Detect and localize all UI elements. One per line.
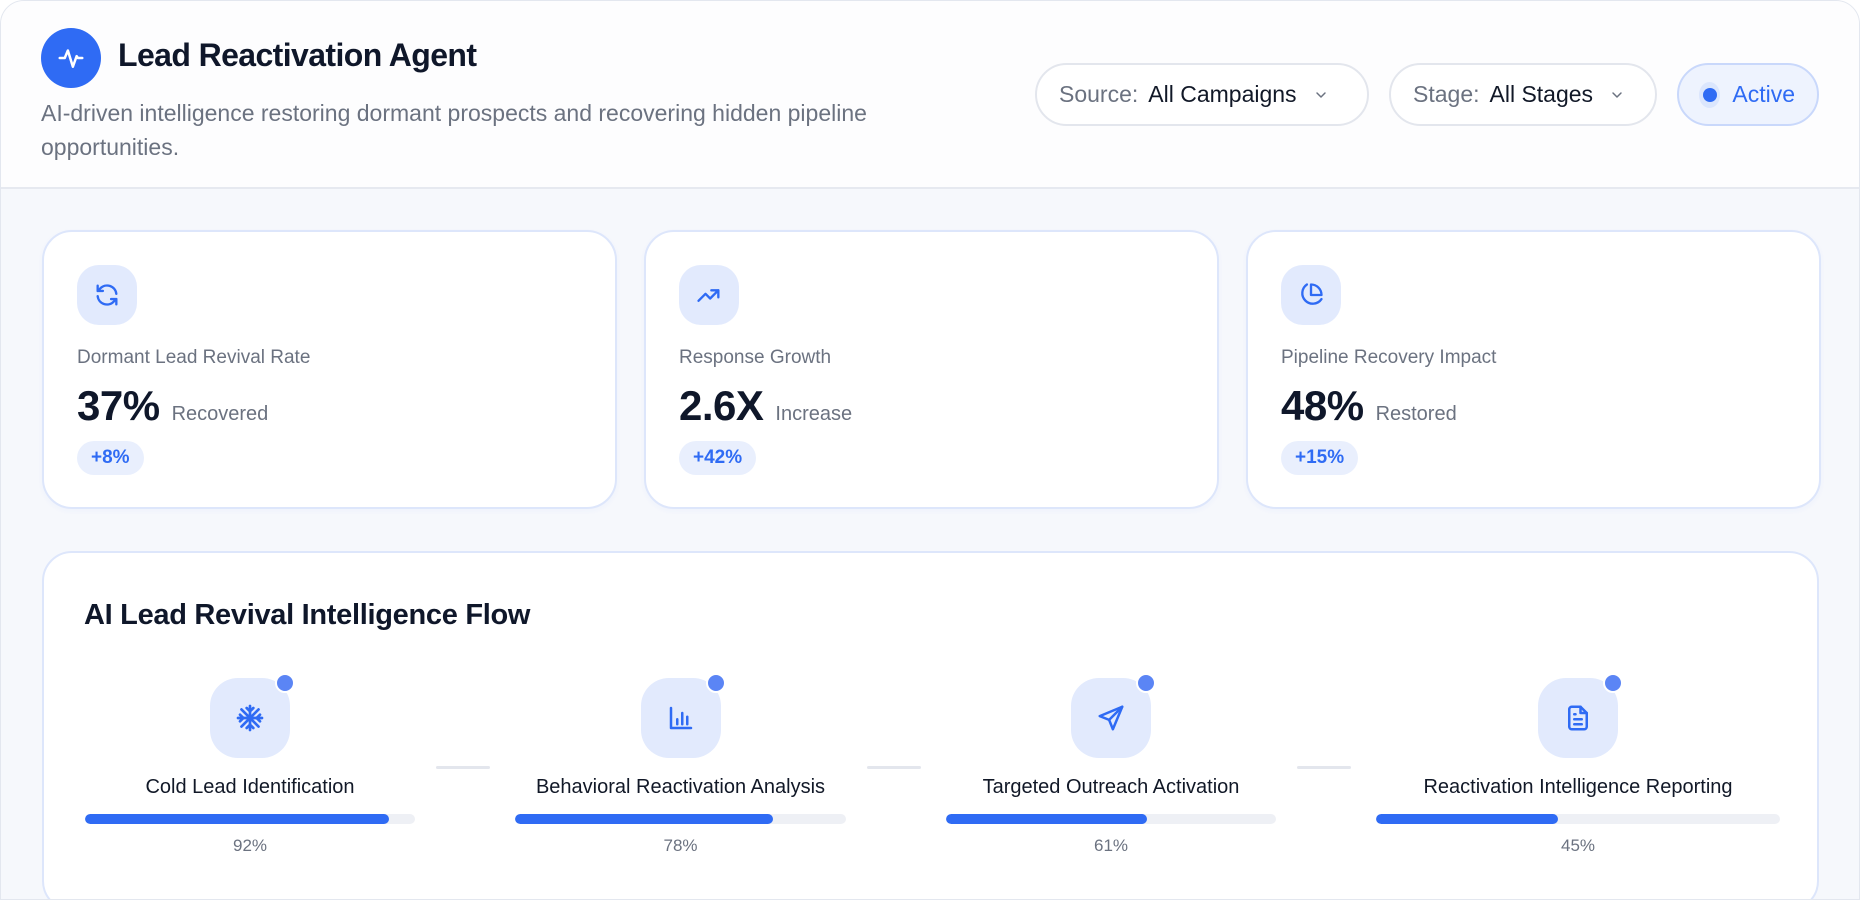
step-progress-value: 92% xyxy=(232,836,268,855)
trending-up-icon xyxy=(679,265,739,325)
stat-unit: Restored xyxy=(1375,403,1457,425)
chevron-down-icon xyxy=(1313,87,1329,103)
step-progress-value: 45% xyxy=(1560,836,1596,855)
stat-unit: Recovered xyxy=(171,403,269,425)
step-status-dot xyxy=(1603,673,1623,693)
status-dot-icon xyxy=(1699,81,1721,108)
flow-connector xyxy=(1276,678,1376,769)
step-progress-bar xyxy=(1376,814,1780,824)
stat-label: Pipeline Recovery Impact xyxy=(1281,347,1497,368)
source-filter-dropdown[interactable]: Source: All Campaigns xyxy=(1035,63,1369,126)
stage-filter-label: Stage: xyxy=(1413,81,1480,107)
flow-step-behavioral-analysis[interactable]: Behavioral Reactivation Analysis 78% xyxy=(515,673,846,856)
stat-value-row: 48% Restored xyxy=(1281,382,1457,430)
active-status-toggle[interactable]: Active xyxy=(1677,63,1819,126)
bar-chart-icon xyxy=(640,673,726,758)
step-status-dot xyxy=(275,673,295,693)
step-label: Behavioral Reactivation Analysis xyxy=(535,776,826,798)
stage-filter-dropdown[interactable]: Stage: All Stages xyxy=(1389,63,1657,126)
flow-step-intelligence-reporting[interactable]: Reactivation Intelligence Reporting 45% xyxy=(1376,673,1780,856)
stat-unit: Increase xyxy=(775,403,853,425)
step-label: Targeted Outreach Activation xyxy=(982,776,1240,798)
snowflake-icon xyxy=(210,673,295,758)
step-label: Reactivation Intelligence Reporting xyxy=(1423,776,1733,798)
stat-value: 2.6X xyxy=(679,382,764,429)
filter-bar: Source: All Campaigns Stage: All Stages … xyxy=(1035,63,1819,126)
source-filter-label: Source: xyxy=(1059,81,1139,107)
pie-chart-icon xyxy=(1281,265,1341,325)
flow-step-targeted-outreach[interactable]: Targeted Outreach Activation 61% xyxy=(946,673,1276,856)
stat-value: 37% xyxy=(77,382,160,429)
flow-step-cold-lead-identification[interactable]: Cold Lead Identification 92% xyxy=(85,673,415,856)
refresh-icon xyxy=(77,265,137,325)
step-status-dot xyxy=(1136,673,1156,693)
step-progress-bar xyxy=(946,814,1276,824)
stats-row: Dormant Lead Revival Rate 37% Recovered … xyxy=(42,230,1821,509)
step-progress-bar xyxy=(515,814,846,824)
stat-value-row: 37% Recovered xyxy=(77,382,268,430)
send-icon xyxy=(1071,673,1156,758)
step-progress-value: 61% xyxy=(1093,836,1129,855)
stat-delta-badge: +8% xyxy=(77,441,144,475)
stat-label: Response Growth xyxy=(679,347,832,368)
step-progress-fill xyxy=(515,814,774,824)
stat-value: 48% xyxy=(1281,382,1364,429)
flow-title: AI Lead Revival Intelligence Flow xyxy=(84,599,531,631)
stat-label: Dormant Lead Revival Rate xyxy=(77,347,311,368)
activity-pulse-icon xyxy=(41,28,101,88)
flow-connector xyxy=(846,678,946,769)
step-progress-fill xyxy=(946,814,1148,824)
stat-delta-badge: +42% xyxy=(679,441,757,475)
stat-card-revival-rate: Dormant Lead Revival Rate 37% Recovered … xyxy=(42,230,617,509)
stat-delta-badge: +15% xyxy=(1281,441,1359,475)
step-progress-fill xyxy=(1376,814,1558,824)
active-status-label: Active xyxy=(1732,81,1795,107)
stage-filter-value: All Stages xyxy=(1489,81,1594,107)
intelligence-flow-panel: AI Lead Revival Intelligence Flow Cold L… xyxy=(42,551,1819,899)
step-progress-bar xyxy=(85,814,415,824)
step-status-dot xyxy=(705,673,726,693)
page-title: Lead Reactivation Agent xyxy=(118,37,477,73)
page-subtitle: AI-driven intelligence restoring dormant… xyxy=(41,100,867,160)
chevron-down-icon xyxy=(1609,87,1625,103)
stat-card-pipeline-recovery: Pipeline Recovery Impact 48% Restored +1… xyxy=(1246,230,1821,509)
step-progress-value: 78% xyxy=(663,836,698,855)
flow-steps: Cold Lead Identification 92% Behavioral … xyxy=(85,673,1780,856)
stat-value-row: 2.6X Increase xyxy=(679,382,852,430)
source-filter-value: All Campaigns xyxy=(1148,81,1297,107)
step-label: Cold Lead Identification xyxy=(145,776,355,798)
flow-connector xyxy=(415,678,515,769)
page-header: Lead Reactivation Agent AI-driven intell… xyxy=(1,1,1859,189)
step-progress-fill xyxy=(85,814,389,824)
stat-card-response-growth: Response Growth 2.6X Increase +42% xyxy=(644,230,1219,509)
file-text-icon xyxy=(1538,673,1623,758)
